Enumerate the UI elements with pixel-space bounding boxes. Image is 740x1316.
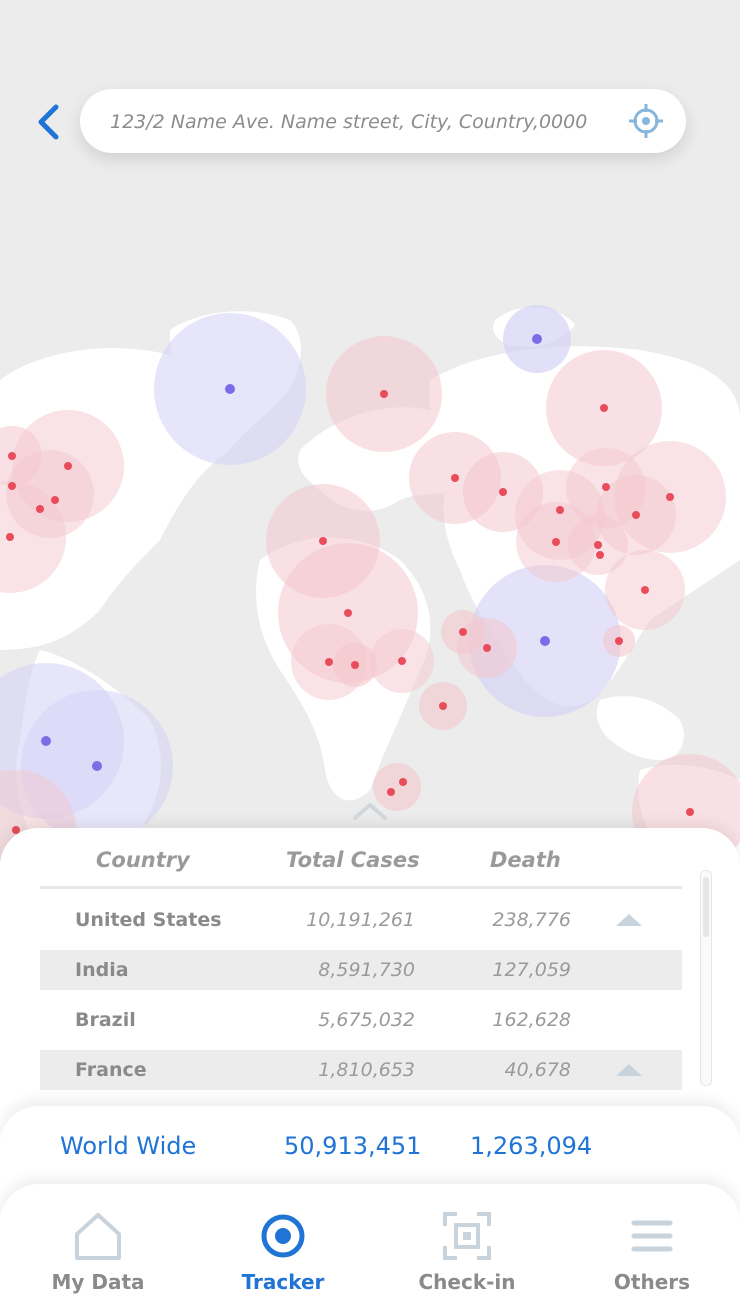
table-header: Country Total Cases Death	[40, 848, 682, 884]
target-icon	[261, 1214, 305, 1258]
row-cases: 10,191,261	[306, 909, 415, 931]
scrollbar-thumb[interactable]	[703, 877, 709, 937]
address-input[interactable]	[108, 89, 622, 155]
home-icon	[75, 1213, 121, 1260]
row-cases: 8,591,730	[318, 959, 415, 981]
address-search-bar	[80, 89, 686, 155]
header-death: Death	[490, 848, 561, 872]
nav-check-in[interactable]: Check-in	[392, 1196, 542, 1308]
scan-icon	[443, 1212, 491, 1260]
back-button[interactable]	[28, 100, 68, 144]
nav-label: My Data	[51, 1270, 145, 1294]
row-death: 40,678	[504, 1059, 571, 1081]
header-country: Country	[96, 848, 190, 872]
world-wide-death: 1,263,094	[470, 1132, 593, 1160]
row-cases: 5,675,032	[318, 1009, 415, 1031]
back-chevron-icon	[38, 104, 59, 140]
nav-label: Check-in	[418, 1270, 516, 1294]
trend-up-icon	[616, 1064, 642, 1076]
header-divider	[40, 886, 682, 889]
row-death: 162,628	[492, 1009, 571, 1031]
hotspot-dots	[6, 334, 694, 834]
table-row[interactable]: United States 10,191,261 238,776	[40, 900, 682, 940]
nav-label: Others	[613, 1270, 691, 1294]
trend-up-icon	[616, 914, 642, 926]
world-wide-cases: 50,913,451	[284, 1132, 422, 1160]
table-scrollbar[interactable]	[700, 870, 712, 1086]
nav-my-data[interactable]: My Data	[23, 1196, 173, 1308]
row-country: Brazil	[75, 1009, 136, 1031]
row-death: 238,776	[492, 909, 571, 931]
row-death: 127,059	[492, 959, 571, 981]
menu-icon	[631, 1220, 673, 1252]
panel-drag-handle[interactable]	[352, 800, 388, 822]
nav-tracker[interactable]: Tracker	[208, 1196, 358, 1308]
nav-others[interactable]: Others	[577, 1196, 727, 1308]
table-row[interactable]: India 8,591,730 127,059	[40, 950, 682, 990]
row-country: United States	[75, 909, 222, 931]
crosshair-icon	[629, 104, 663, 138]
table-row[interactable]: Brazil 5,675,032 162,628	[40, 1000, 682, 1040]
world-wide-label: World Wide	[60, 1132, 197, 1160]
nav-label: Tracker	[241, 1270, 325, 1294]
bottom-nav	[0, 1184, 740, 1316]
table-row[interactable]: France 1,810,653 40,678	[40, 1050, 682, 1090]
chevron-up-icon	[353, 803, 387, 820]
row-country: India	[75, 959, 129, 981]
row-country: France	[75, 1059, 147, 1081]
header-total-cases: Total Cases	[286, 848, 420, 872]
locate-button[interactable]	[628, 103, 664, 139]
row-cases: 1,810,653	[318, 1059, 415, 1081]
